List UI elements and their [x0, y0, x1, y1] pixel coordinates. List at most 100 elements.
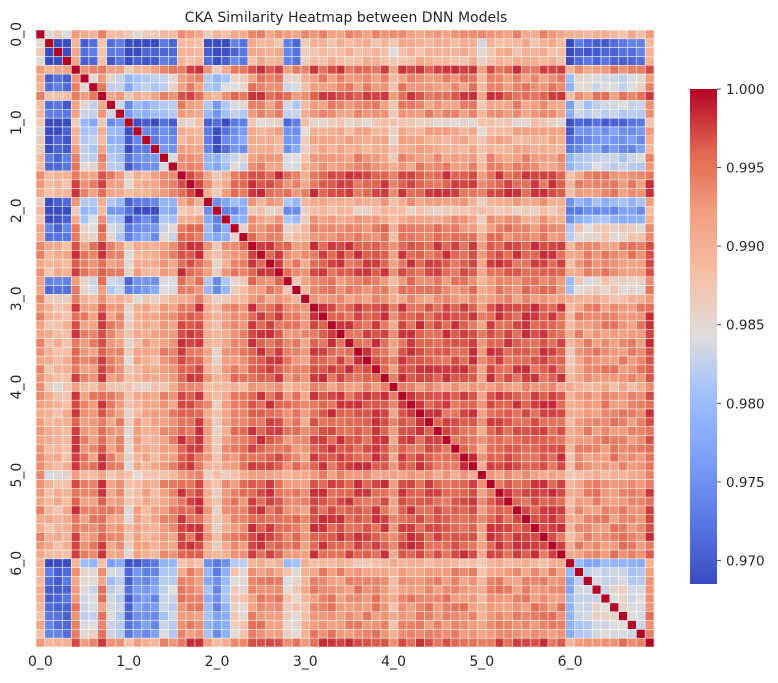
heatmap-cell [609, 567, 619, 577]
heatmap-cell [282, 135, 293, 145]
heatmap-cell [97, 470, 107, 480]
heatmap-cell [433, 214, 443, 225]
heatmap-cell [150, 391, 160, 401]
heatmap-cell [600, 161, 611, 172]
heatmap-cell [441, 488, 452, 498]
heatmap-cell [274, 602, 284, 612]
heatmap-cell [335, 576, 346, 586]
heatmap-cell [229, 250, 240, 260]
heatmap-cell [221, 338, 231, 348]
heatmap-cell [406, 56, 416, 66]
heatmap-cell [388, 197, 399, 207]
heatmap-cell [229, 329, 240, 339]
heatmap-cell [256, 73, 266, 84]
heatmap-cell [141, 408, 152, 419]
heatmap-cell [362, 391, 372, 401]
heatmap-cell [106, 117, 116, 128]
heatmap-cell [106, 82, 116, 92]
heatmap-cell [468, 302, 478, 313]
heatmap-cell [274, 435, 284, 445]
heatmap-cell [256, 161, 266, 172]
heatmap-cell [194, 435, 204, 445]
heatmap-cell [124, 109, 134, 119]
heatmap-cell [468, 391, 478, 401]
heatmap-cell [441, 540, 452, 551]
heatmap-cell [486, 250, 496, 260]
heatmap-cell [265, 276, 275, 286]
heatmap-cell [512, 373, 522, 383]
heatmap-cell [203, 408, 213, 419]
heatmap-cell [106, 338, 116, 348]
heatmap-cell [450, 320, 461, 330]
heatmap-cell [203, 276, 213, 286]
heatmap-cell [353, 391, 363, 401]
heatmap-cell [512, 505, 522, 516]
heatmap-cell [644, 558, 655, 568]
heatmap-cell [441, 179, 452, 189]
heatmap-cell [115, 250, 125, 260]
heatmap-cell [486, 549, 496, 560]
heatmap-cell [274, 223, 284, 233]
heatmap-cell [141, 214, 152, 225]
heatmap-cell [486, 355, 496, 366]
heatmap-cell [185, 338, 196, 348]
heatmap-cell [627, 514, 637, 524]
heatmap-cell [362, 258, 372, 269]
heatmap-cell [371, 549, 381, 560]
heatmap-cell [132, 382, 143, 392]
heatmap-cell [212, 593, 222, 604]
heatmap-cell [441, 620, 452, 630]
heatmap-cell [494, 117, 505, 128]
heatmap-cell [247, 311, 257, 322]
heatmap-cell [159, 408, 169, 419]
heatmap-cell [459, 399, 469, 410]
heatmap-cell [168, 523, 178, 533]
heatmap-cell [168, 302, 178, 313]
heatmap-cell [124, 540, 134, 551]
heatmap-cell [79, 417, 90, 427]
heatmap-cell [62, 65, 72, 75]
heatmap-cell [53, 197, 63, 207]
heatmap-cell [203, 540, 213, 551]
heatmap-cell [618, 523, 628, 533]
heatmap-cell [282, 373, 293, 383]
heatmap-cell [44, 417, 54, 427]
heatmap-cell [556, 461, 566, 471]
heatmap-cell [265, 144, 275, 154]
heatmap-cell [450, 364, 461, 375]
heatmap-cell [97, 426, 107, 436]
heatmap-cell [141, 567, 152, 577]
heatmap-cell [291, 126, 302, 137]
heatmap-cell [591, 56, 602, 66]
heatmap-cell [282, 602, 293, 612]
heatmap-cell [459, 637, 469, 648]
heatmap-cell [362, 82, 372, 92]
heatmap-cell [35, 241, 46, 251]
heatmap-cell [132, 47, 143, 57]
heatmap-cell [538, 585, 549, 595]
heatmap-cell [503, 540, 513, 551]
heatmap-cell [229, 417, 240, 427]
heatmap-cell [609, 188, 619, 198]
heatmap-cell [106, 505, 116, 516]
heatmap-cell [177, 435, 187, 445]
heatmap-cell [274, 567, 284, 577]
heatmap-cell [583, 488, 593, 498]
heatmap-cell [229, 153, 240, 163]
heatmap-cell [247, 188, 257, 198]
heatmap-cell [371, 338, 381, 348]
heatmap-cell [124, 496, 134, 507]
heatmap-cell [406, 461, 416, 471]
heatmap-cell [318, 267, 328, 278]
heatmap-cell [574, 444, 584, 454]
heatmap-cell [229, 576, 240, 586]
heatmap-cell [62, 320, 72, 330]
heatmap-cell [318, 285, 328, 295]
heatmap-cell [79, 408, 90, 419]
heatmap-cell [574, 355, 584, 366]
heatmap-cell [600, 65, 611, 75]
heatmap-cell [362, 170, 372, 181]
heatmap-cell [177, 523, 187, 533]
heatmap-cell [353, 135, 363, 145]
heatmap-cell [150, 637, 160, 648]
